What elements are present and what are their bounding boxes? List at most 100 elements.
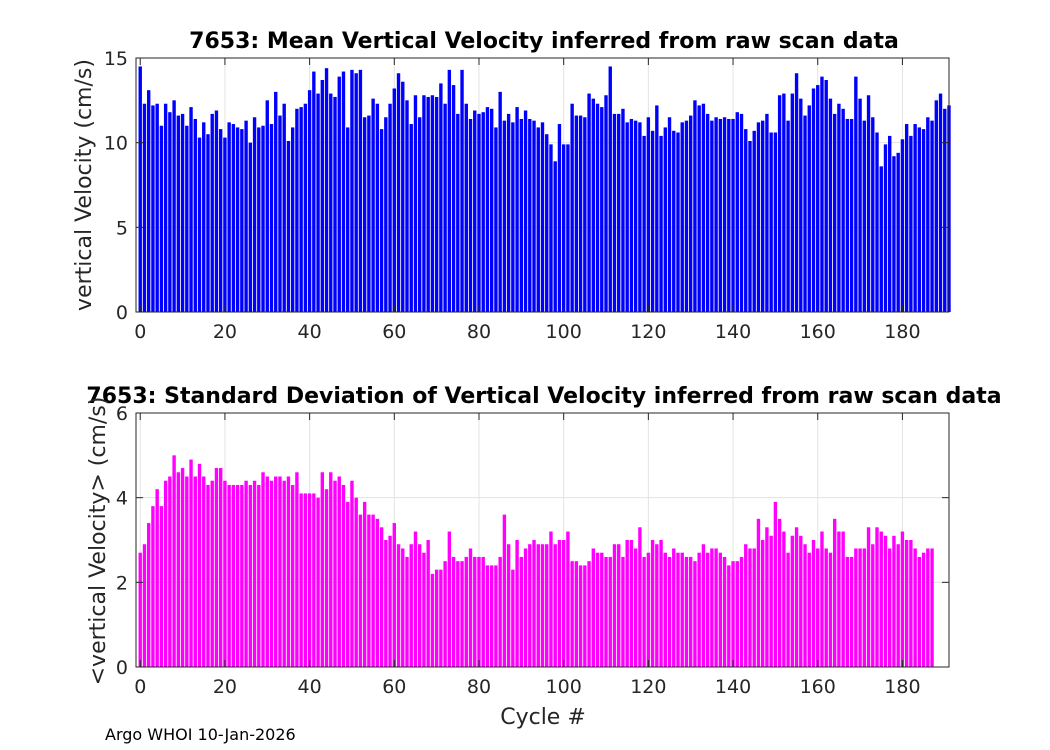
bar <box>875 527 879 667</box>
bar <box>388 535 392 667</box>
bar <box>748 548 752 667</box>
bar <box>151 506 155 667</box>
bar <box>147 523 151 667</box>
bar <box>337 476 341 667</box>
bar <box>138 66 142 312</box>
bar <box>333 480 337 667</box>
bar <box>434 96 439 313</box>
bar <box>553 161 557 312</box>
bar <box>849 556 854 667</box>
bar <box>782 93 786 312</box>
bar <box>244 120 248 312</box>
bar <box>218 129 223 312</box>
bar <box>477 113 481 312</box>
bar <box>591 548 596 667</box>
bar <box>498 556 502 667</box>
bar <box>350 69 354 312</box>
bar <box>168 112 172 312</box>
bar <box>295 472 299 667</box>
bar <box>595 552 600 667</box>
bar <box>612 113 617 312</box>
bar <box>227 122 231 312</box>
mean-velocity-title: 7653: Mean Vertical Velocity inferred fr… <box>189 29 899 54</box>
bar <box>307 90 312 312</box>
bar <box>583 117 587 313</box>
bar <box>756 122 761 312</box>
bar <box>447 531 452 667</box>
bar <box>223 137 227 312</box>
bar <box>299 493 303 667</box>
bar <box>667 556 672 667</box>
bar <box>142 103 147 312</box>
bar <box>240 129 244 312</box>
bar <box>282 480 286 667</box>
bar <box>142 544 147 667</box>
bar <box>312 71 316 313</box>
bar <box>515 107 519 313</box>
bar <box>362 117 367 313</box>
bar <box>697 552 701 667</box>
bar <box>346 501 350 667</box>
bar <box>862 548 867 667</box>
bar <box>464 103 468 312</box>
bar <box>799 535 803 667</box>
bar <box>439 83 443 313</box>
bar <box>443 561 447 667</box>
bar <box>324 68 329 312</box>
bar <box>202 476 206 667</box>
bar <box>574 561 579 667</box>
bar <box>320 472 325 667</box>
bar <box>684 556 689 667</box>
bar <box>900 139 905 312</box>
bar <box>477 556 481 667</box>
bar <box>807 105 811 312</box>
bar <box>794 73 799 313</box>
bar <box>642 556 646 667</box>
bar <box>722 556 727 667</box>
bar <box>405 556 409 667</box>
bar <box>854 548 858 667</box>
bar <box>545 544 549 667</box>
bar <box>214 468 219 667</box>
bar <box>621 556 625 667</box>
bar <box>913 124 917 312</box>
x-tick-label: 0 <box>134 676 146 698</box>
bar <box>193 118 197 313</box>
bar <box>248 484 253 667</box>
bar <box>608 66 612 312</box>
bar <box>473 110 477 312</box>
bar <box>629 540 634 667</box>
bar <box>307 493 312 667</box>
bar <box>655 544 659 667</box>
bar <box>570 561 574 667</box>
bar <box>235 484 240 667</box>
bar <box>316 93 320 312</box>
bar <box>418 544 422 667</box>
bar <box>536 127 540 312</box>
bar <box>481 556 485 667</box>
bar <box>689 556 693 667</box>
bar <box>290 484 295 667</box>
bar <box>274 476 278 667</box>
bar <box>888 135 892 312</box>
bar <box>773 501 778 667</box>
bar <box>655 105 659 312</box>
bar <box>434 569 439 667</box>
bar <box>896 152 900 312</box>
bar <box>295 108 299 312</box>
bar <box>460 69 464 312</box>
bar <box>180 468 185 667</box>
bar <box>701 103 706 312</box>
bar <box>727 118 731 313</box>
bar <box>265 100 269 312</box>
bar <box>739 113 744 312</box>
bar <box>168 476 172 667</box>
x-tick-label: 80 <box>467 321 491 343</box>
bar <box>430 573 435 667</box>
bar <box>866 95 871 313</box>
bar <box>290 127 295 312</box>
bar <box>189 459 193 667</box>
bar <box>274 91 278 312</box>
bar <box>324 489 329 667</box>
bar <box>896 544 900 667</box>
